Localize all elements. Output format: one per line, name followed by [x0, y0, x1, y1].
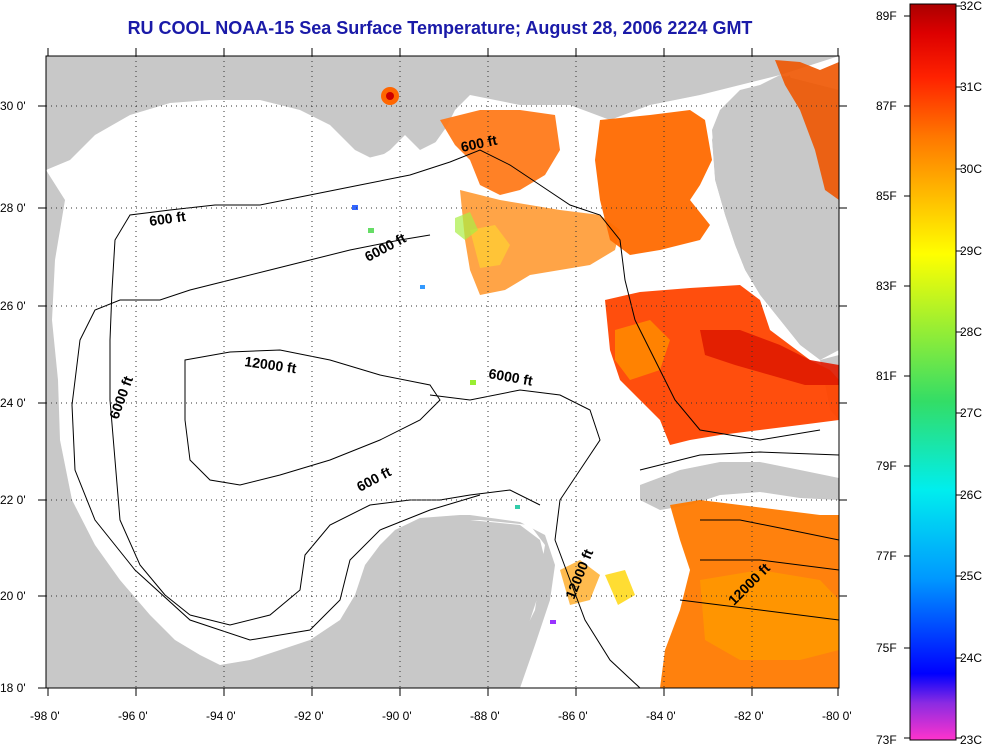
- colorbar-c-label: 32C: [960, 0, 982, 13]
- land-cuba: [640, 462, 839, 510]
- colorbar-f-label: 87F: [876, 99, 897, 113]
- x-tick-label: -88 0': [470, 709, 500, 723]
- land-florida: [712, 75, 839, 360]
- x-tick-label: -96 0': [118, 709, 148, 723]
- contour-label: 600 ft: [148, 208, 187, 229]
- colorbar-c-label: 26C: [960, 488, 982, 502]
- colorbar-f-label: 73F: [876, 733, 897, 747]
- y-tick-label: 22 0': [0, 493, 26, 507]
- land-north-coast: [46, 56, 839, 345]
- colorbar-f-label: 85F: [876, 189, 897, 203]
- colorbar-f-label: 79F: [876, 459, 897, 473]
- colorbar-f-label: 81F: [876, 369, 897, 383]
- x-tick-label: -84 0': [646, 709, 676, 723]
- colorbar-c-label: 24C: [960, 651, 982, 665]
- land-yucatan: [380, 515, 580, 688]
- y-tick-label: 28 0': [0, 201, 26, 215]
- x-tick-label: -92 0': [294, 709, 324, 723]
- colorbar: [909, 3, 957, 741]
- y-tick-label: 24 0': [0, 396, 26, 410]
- x-tick-label: -80 0': [822, 709, 852, 723]
- colorbar-c-label: 29C: [960, 244, 982, 258]
- colorbar-c-label: 23C: [960, 733, 982, 747]
- x-tick-label: -98 0': [30, 709, 60, 723]
- colorbar-ticks: [904, 5, 962, 739]
- frame-ticks: [38, 48, 847, 696]
- colorbar-c-label: 28C: [960, 325, 982, 339]
- y-tick-label: 26 0': [0, 299, 26, 313]
- contour-label: 12000 ft: [244, 353, 298, 376]
- land-mexico: [46, 170, 545, 688]
- colorbar-c-label: 27C: [960, 406, 982, 420]
- colorbar-f-label: 75F: [876, 641, 897, 655]
- colorbar-c-label: 31C: [960, 80, 982, 94]
- sst-patches: [352, 60, 839, 688]
- colorbar-f-label: 89F: [876, 9, 897, 23]
- map-frame: [45, 55, 840, 689]
- y-tick-label: 20 0': [0, 589, 26, 603]
- y-tick-label: 30 0': [0, 99, 26, 113]
- map-title: RU COOL NOAA-15 Sea Surface Temperature;…: [127, 18, 753, 38]
- contour-label: 600 ft: [459, 132, 498, 155]
- colorbar-f-label: 77F: [876, 549, 897, 563]
- x-tick-label: -86 0': [558, 709, 588, 723]
- x-tick-label: -94 0': [206, 709, 236, 723]
- y-tick-label: 18 0': [0, 681, 26, 695]
- x-tick-label: -82 0': [734, 709, 764, 723]
- colorbar-c-label: 30C: [960, 162, 982, 176]
- bathymetry-contours: [71, 149, 839, 688]
- contour-label: 6000 ft: [487, 365, 534, 389]
- map-grid: [46, 56, 839, 688]
- colorbar-c-label: 25C: [960, 569, 982, 583]
- colorbar-f-label: 83F: [876, 279, 897, 293]
- x-tick-label: -90 0': [382, 709, 412, 723]
